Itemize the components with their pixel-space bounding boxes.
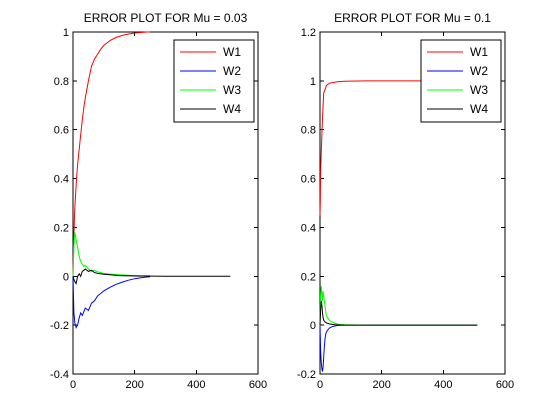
- legend: W1 W2 W3 W4: [420, 39, 502, 123]
- legend-label-w3: W3: [470, 83, 488, 97]
- series-line-w3: [72, 232, 151, 277]
- legend-label-w3: W3: [223, 83, 241, 97]
- x-tick-label: 400: [434, 379, 452, 391]
- series-line-w1: [72, 31, 151, 277]
- y-tick-label: 0.4: [54, 174, 69, 186]
- x-tick-label: 200: [125, 379, 143, 391]
- y-tick-label: -0.2: [297, 369, 316, 381]
- subplot-1: ERROR PLOT FOR Mu = 0.03 0 200 400 600 -0.4 -0…: [50, 11, 267, 391]
- plots-group: ERROR PLOT FOR Mu = 0.03 0 200 400 600 -0.4 -0…: [50, 11, 514, 391]
- legend-label-w2: W2: [223, 64, 241, 78]
- y-tick-label: 0.2: [301, 271, 316, 283]
- y-tick-label: 0.2: [54, 222, 69, 234]
- series-line-w4: [72, 268, 231, 285]
- x-tick-label: 600: [249, 379, 267, 391]
- legend-label-w4: W4: [470, 102, 488, 116]
- y-tick-label: -0.2: [50, 320, 69, 332]
- subplot-2: ERROR PLOT FOR Mu = 0.10 200 400 600-0.200.…: [297, 11, 514, 391]
- series-line-w1: [319, 80, 478, 216]
- y-tick-label: 0.4: [301, 222, 316, 234]
- y-tick-label: 0.6: [54, 125, 69, 137]
- legend: W1 W2 W3 W4: [173, 39, 255, 123]
- chart-title: ERROR PLOT FOR Mu = 0.03: [84, 11, 248, 25]
- legend-box: [173, 39, 255, 123]
- legend-label-w2: W2: [470, 64, 488, 78]
- y-tick-label: 1: [63, 27, 69, 39]
- series-line-w2: [72, 276, 151, 329]
- y-tick-label: 0: [63, 271, 69, 283]
- chart-title: ERROR PLOT FOR Mu = 0.1: [334, 11, 491, 25]
- legend-label-w1: W1: [223, 45, 241, 59]
- y-tick-label: -0.4: [50, 369, 69, 381]
- x-tick-label: 600: [496, 379, 514, 391]
- legend-label-w4: W4: [223, 102, 241, 116]
- x-tick-label: 0: [317, 379, 323, 391]
- y-tick-label: 0: [310, 320, 316, 332]
- legend-box: [420, 39, 502, 123]
- x-tick-label: 0: [70, 379, 76, 391]
- x-tick-label: 400: [187, 379, 205, 391]
- y-tick-label: 0.8: [301, 125, 316, 137]
- y-tick-label: 0.8: [54, 76, 69, 88]
- series-line-w4: [319, 300, 478, 326]
- y-tick-label: 0.6: [301, 174, 316, 186]
- y-tick-label: 1: [310, 76, 316, 88]
- x-tick-label: 200: [372, 379, 390, 391]
- y-tick-label: 1.2: [301, 27, 316, 39]
- legend-label-w1: W1: [470, 45, 488, 59]
